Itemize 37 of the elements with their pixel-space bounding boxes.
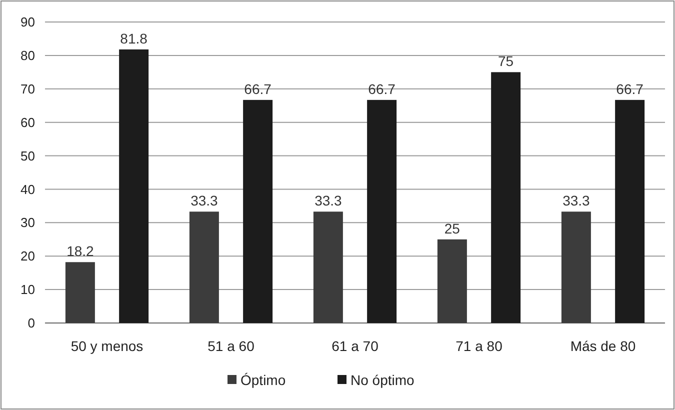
bar [313, 212, 343, 323]
legend-label: Óptimo [240, 372, 286, 388]
data-label: 66.7 [368, 80, 396, 97]
y-tick-label: 80 [20, 48, 35, 63]
bar [491, 72, 521, 323]
y-tick-label: 20 [20, 248, 35, 264]
y-tick-label: 30 [20, 215, 35, 230]
bar [65, 262, 95, 323]
x-tick-label: 50 y menos [70, 338, 144, 354]
y-tick-label: 60 [20, 114, 35, 130]
x-tick-label: Más de 80 [570, 338, 636, 354]
data-label: 81.8 [120, 30, 148, 46]
y-tick-label: 40 [20, 182, 35, 197]
bar [367, 100, 397, 323]
bar [615, 100, 645, 323]
data-label: 75 [498, 53, 514, 70]
bar [437, 239, 467, 323]
bar [119, 49, 149, 323]
y-tick-label: 70 [20, 81, 35, 96]
y-tick-label: 90 [20, 14, 35, 30]
x-tick-label: 51 a 60 [208, 338, 255, 354]
legend-label: No óptimo [350, 372, 415, 388]
y-tick-label: 0 [28, 316, 35, 331]
y-tick-label: 10 [20, 282, 35, 298]
data-label: 25 [444, 220, 460, 236]
bar [189, 212, 219, 323]
bar [561, 212, 591, 323]
data-label: 33.3 [190, 192, 218, 209]
y-tick-label: 50 [20, 148, 35, 164]
x-tick-label: 71 a 80 [456, 338, 503, 354]
data-label: 33.3 [314, 192, 342, 209]
data-label: 33.3 [562, 192, 590, 209]
data-label: 66.7 [616, 80, 644, 97]
x-tick-label: 61 a 70 [332, 338, 379, 354]
bar [243, 100, 273, 323]
data-label: 18.2 [66, 243, 94, 260]
data-label: 66.7 [244, 80, 272, 97]
